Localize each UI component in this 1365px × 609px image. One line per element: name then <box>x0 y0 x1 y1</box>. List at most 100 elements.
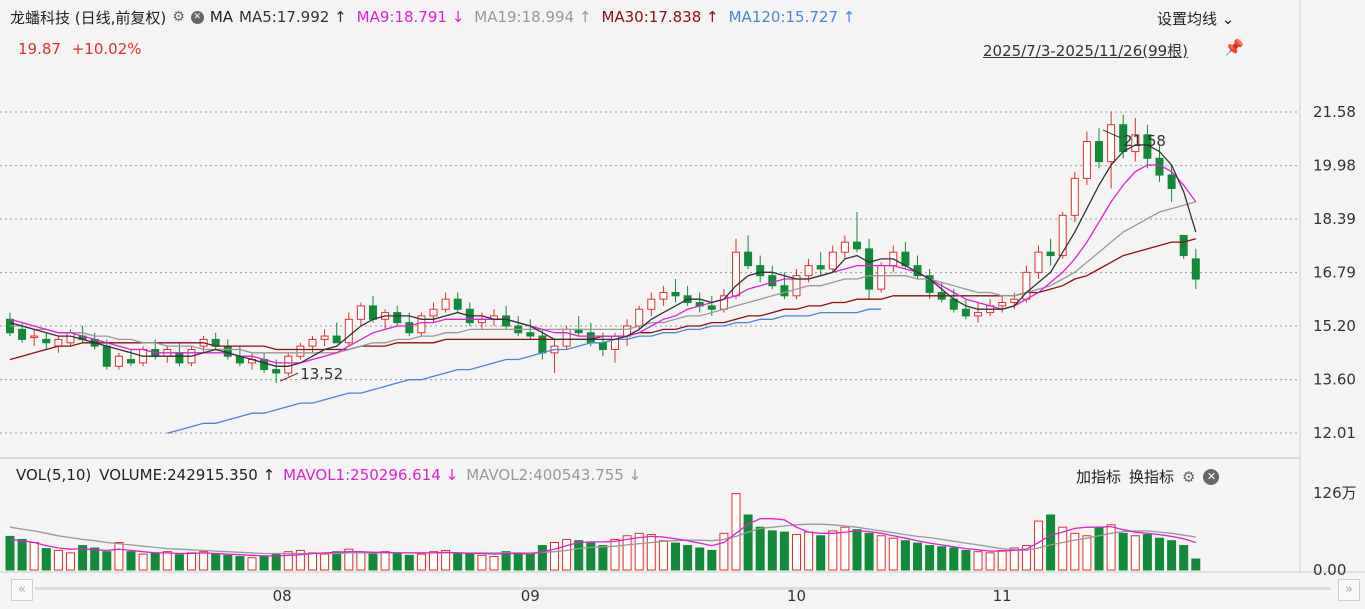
volume-bar <box>259 556 269 571</box>
volume-bar <box>707 549 717 571</box>
volume-bar <box>1094 526 1104 571</box>
price-change: +10.02% <box>71 40 142 58</box>
candle-body <box>441 298 450 310</box>
candle-body <box>393 312 402 324</box>
scroll-track[interactable] <box>35 587 1331 590</box>
date-tick-label: 10 <box>787 587 806 605</box>
pin-icon[interactable]: 📌 <box>1224 38 1244 57</box>
candle-body <box>768 275 777 287</box>
volume-bar <box>537 545 547 571</box>
gear-icon[interactable]: ⚙ <box>1182 467 1196 486</box>
volume-bar <box>646 534 656 571</box>
volume-bar <box>586 542 596 571</box>
volume-bar <box>1179 545 1189 571</box>
volume-bar <box>550 542 559 571</box>
close-icon[interactable]: ✕ <box>190 10 204 24</box>
volume-bar <box>199 551 209 571</box>
candle-body <box>175 352 184 364</box>
volume-bar <box>937 546 947 571</box>
candle-body <box>223 345 232 357</box>
extreme-annotation: 21.58 <box>1123 132 1166 150</box>
volume-bar <box>513 552 523 571</box>
volume-bar <box>767 530 777 571</box>
candle-body <box>853 241 861 250</box>
volume-bar <box>114 542 124 571</box>
mavol1-line <box>9 518 1196 557</box>
annotation-arrow <box>279 372 299 382</box>
volume-bar <box>138 553 148 571</box>
vol-label: VOL(5,10) <box>16 466 92 484</box>
volume-bar <box>187 552 196 571</box>
volume-bar <box>743 514 753 571</box>
volume-bar <box>211 553 221 571</box>
volume-bar <box>5 535 15 571</box>
price-tick-label: 21.58 <box>1313 103 1356 121</box>
volume-bar <box>90 547 100 571</box>
candle-body <box>502 315 511 327</box>
volume-tick-label: 0.00 <box>1313 561 1346 579</box>
candle-body <box>260 359 269 371</box>
scroll-left-button[interactable]: « <box>11 579 33 601</box>
candle-body <box>562 328 571 347</box>
volume-bar <box>332 551 342 571</box>
volume-bar <box>380 551 390 571</box>
volume-bar <box>53 549 63 571</box>
candle-body <box>1058 214 1067 257</box>
volume-bar <box>429 551 438 571</box>
set-ma-button[interactable]: 设置均线 ⌄ <box>1157 10 1235 28</box>
price-tick-label: 18.39 <box>1313 210 1356 228</box>
volume-bar <box>368 553 378 571</box>
volume-bar <box>441 549 451 571</box>
candle-body <box>66 332 75 344</box>
volume-bar <box>1021 545 1031 571</box>
ma-entry: MA30:17.838 ↑ <box>601 8 719 26</box>
candle-body <box>405 322 414 334</box>
volume-bar <box>864 532 874 571</box>
add-indicator-button[interactable]: 加指标 <box>1076 468 1122 486</box>
candle-body <box>756 265 765 277</box>
candle-body <box>719 295 728 310</box>
ma-entry: MA19:18.994 ↑ <box>474 8 592 26</box>
candle-body <box>332 335 341 344</box>
volume-bar <box>634 532 644 571</box>
volume-bar <box>150 552 160 571</box>
candle-body <box>320 335 329 340</box>
volume-bar <box>1155 537 1164 571</box>
stock-title: 龙蟠科技 (日线,前复权) <box>10 8 167 27</box>
volume-bar <box>900 540 910 571</box>
gear-icon[interactable]: ⚙ <box>172 9 185 25</box>
price-readout: 19.87 +10.02% <box>18 40 142 58</box>
volume-bar <box>247 557 257 571</box>
volume-bar <box>344 548 354 571</box>
candle-body <box>828 251 837 270</box>
candle-body <box>1131 134 1140 153</box>
close-icon[interactable]: ✕ <box>1203 468 1220 485</box>
price-tick-label: 15.20 <box>1313 317 1356 335</box>
volume-bar <box>622 535 632 571</box>
mavol1-value: MAVOL1:250296.614 ↓ <box>283 466 459 484</box>
price-tick-label: 16.79 <box>1313 264 1356 282</box>
volume-bar <box>852 529 862 571</box>
switch-indicator-button[interactable]: 换指标 <box>1129 468 1175 486</box>
volume-bar <box>29 542 39 571</box>
volume-bar <box>985 552 995 571</box>
volume-bar <box>453 552 463 571</box>
volume-bar <box>949 547 959 571</box>
candle-body <box>877 265 886 290</box>
volume-bar <box>574 540 584 571</box>
volume-bar <box>598 545 608 571</box>
scroll-right-button[interactable]: » <box>1338 579 1360 601</box>
candle-body <box>42 338 51 344</box>
volume-bar <box>731 493 741 571</box>
candle-body <box>707 305 716 310</box>
candle-body <box>1191 258 1200 280</box>
volume-bar <box>308 552 317 571</box>
ma120-line <box>167 308 882 434</box>
extreme-annotation: 13.52 <box>300 365 343 383</box>
volume-bar <box>1009 547 1019 571</box>
volume-bar <box>671 542 680 571</box>
candle-body <box>659 291 668 300</box>
volume-bar <box>41 548 51 571</box>
candle-body <box>780 285 789 297</box>
